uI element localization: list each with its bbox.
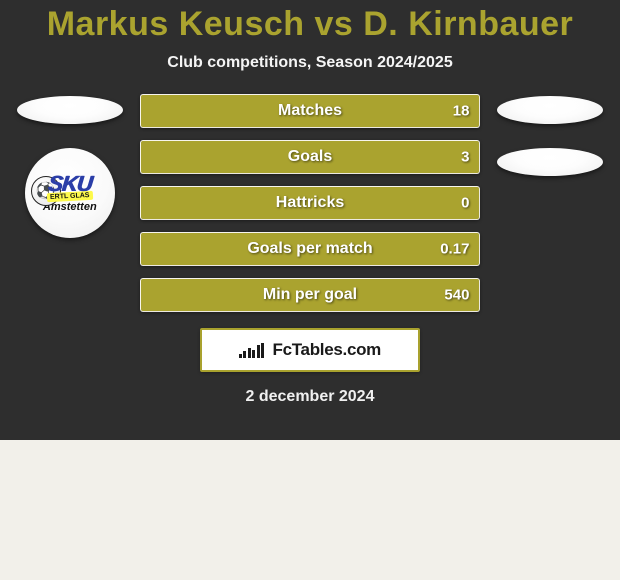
stat-label: Hattricks [276, 194, 344, 212]
columns: ⚽ SKU ERTL GLAS Amstetten Matches 18 Goa… [0, 94, 620, 312]
stat-label: Goals per match [247, 240, 372, 258]
stat-label: Min per goal [263, 286, 357, 304]
stat-value-right: 18 [453, 103, 470, 120]
player-pill-right-2 [497, 148, 603, 176]
stat-bar-gpm: Goals per match 0.17 [140, 232, 481, 266]
brand-text: FcTables.com [272, 340, 381, 360]
stat-value-right: 0.17 [440, 241, 469, 258]
page-bg [0, 440, 620, 580]
bar-icon-bar [257, 345, 260, 358]
player-pill-left [17, 96, 123, 124]
stat-label: Matches [278, 102, 342, 120]
club-badge-left: ⚽ SKU ERTL GLAS Amstetten [25, 148, 115, 238]
date-text: 2 december 2024 [0, 388, 620, 406]
bar-icon-bar [261, 343, 264, 358]
player-pill-right-1 [497, 96, 603, 124]
bar-icon-bar [239, 354, 242, 358]
bars-icon [239, 343, 265, 358]
left-column: ⚽ SKU ERTL GLAS Amstetten [10, 94, 130, 238]
subtitle: Club competitions, Season 2024/2025 [0, 54, 620, 72]
brand-box[interactable]: FcTables.com [200, 328, 420, 372]
stat-bar-mpg: Min per goal 540 [140, 278, 481, 312]
bar-icon-bar [243, 351, 246, 358]
stats-column: Matches 18 Goals 3 Hattricks 0 Goals per… [140, 94, 481, 312]
content-wrapper: Markus Keusch vs D. Kirnbauer Club compe… [0, 0, 620, 406]
stat-bar-goals: Goals 3 [140, 140, 481, 174]
club-badge-inner: SKU ERTL GLAS Amstetten [37, 160, 103, 226]
bar-icon-bar [248, 348, 251, 358]
stat-value-right: 3 [461, 149, 469, 166]
stat-label: Goals [288, 148, 332, 166]
stat-value-right: 540 [444, 287, 469, 304]
page-title: Markus Keusch vs D. Kirnbauer [0, 5, 620, 44]
bar-icon-bar [252, 350, 255, 358]
stat-bar-matches: Matches 18 [140, 94, 481, 128]
stat-value-right: 0 [461, 195, 469, 212]
stat-bar-hattricks: Hattricks 0 [140, 186, 481, 220]
right-column [490, 94, 610, 176]
